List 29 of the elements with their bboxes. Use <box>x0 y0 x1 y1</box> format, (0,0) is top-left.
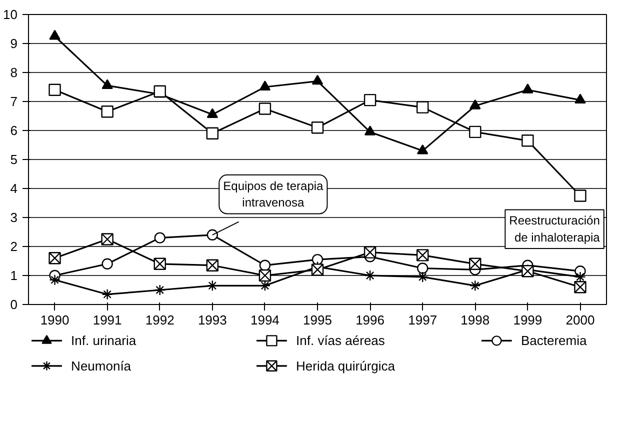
x-tick-label: 2000 <box>566 312 595 328</box>
legend-label: Neumonía <box>71 358 132 374</box>
annotation: Equipos de terapia intravenosa <box>223 178 324 210</box>
annotation: Reestructuración de inhaloterapia <box>509 214 600 244</box>
x-tick-label: 1993 <box>198 312 227 328</box>
y-tick-label: 3 <box>10 210 18 225</box>
x-tick-label: 1997 <box>408 312 438 328</box>
x-tick-label: 1992 <box>145 312 174 328</box>
y-tick-label: 5 <box>10 152 18 167</box>
legend-label: Inf. vías aéreas <box>296 333 386 348</box>
x-tick-label: 1995 <box>303 312 332 328</box>
y-tick-label: 4 <box>10 181 18 196</box>
y-tick-label: 6 <box>10 123 18 138</box>
legend-label: Herida quirúrgica <box>296 358 396 374</box>
y-tick-label: 7 <box>10 94 18 109</box>
y-tick-label: 10 <box>3 7 18 22</box>
x-tick-label: 1994 <box>250 312 280 328</box>
x-tick-label: 1990 <box>40 312 70 328</box>
x-tick-label: 1999 <box>513 312 542 328</box>
y-tick-label: 1 <box>10 268 18 283</box>
y-tick-label: 0 <box>10 297 18 312</box>
legend-label: Inf. urinaria <box>71 333 137 348</box>
y-tick-label: 2 <box>10 239 18 254</box>
x-tick-label: 1996 <box>356 312 385 328</box>
x-tick-label: 1991 <box>92 312 122 328</box>
y-tick-label: 9 <box>10 36 18 51</box>
y-tick-label: 8 <box>10 65 18 80</box>
legend-label: Bacteremia <box>520 333 588 348</box>
x-tick-label: 1998 <box>460 312 490 328</box>
